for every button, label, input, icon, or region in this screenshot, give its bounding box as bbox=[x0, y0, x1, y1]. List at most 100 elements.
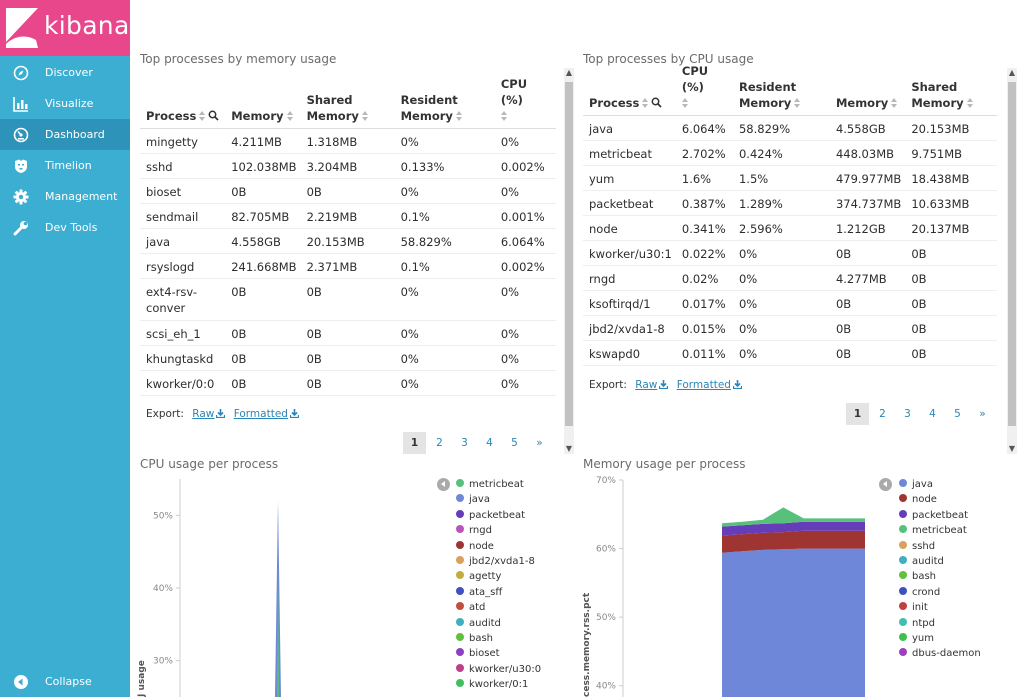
table-cell[interactable]: java bbox=[583, 115, 676, 141]
table-cell[interactable]: sshd bbox=[140, 153, 226, 179]
table-cell: 0B bbox=[905, 315, 997, 341]
table-cell[interactable]: java bbox=[140, 228, 226, 254]
scroll-up-icon[interactable]: ▲ bbox=[565, 68, 573, 77]
nav-item-dev-tools[interactable]: Dev Tools bbox=[0, 212, 130, 243]
export-raw-label: Raw bbox=[635, 379, 658, 391]
scrollbar-cpu-panel[interactable]: ▲ ▼ bbox=[1007, 68, 1017, 454]
legend-item[interactable]: node bbox=[456, 539, 541, 554]
search-icon[interactable] bbox=[208, 110, 219, 121]
legend-item[interactable]: ata_sff bbox=[456, 585, 541, 600]
scrollbar-thumb[interactable] bbox=[1008, 82, 1016, 426]
nav-item-visualize[interactable]: Visualize bbox=[0, 88, 130, 119]
legend-item[interactable]: yum bbox=[899, 631, 981, 646]
page-button[interactable]: 2 bbox=[879, 408, 886, 420]
column-header-shared-memory[interactable]: Shared Memory bbox=[300, 76, 395, 129]
table-cell[interactable]: scsi_eh_1 bbox=[140, 320, 226, 346]
legend-item[interactable]: auditd bbox=[899, 554, 981, 569]
legend-item[interactable]: auditd bbox=[456, 616, 541, 631]
table-cell[interactable]: mingetty bbox=[140, 128, 226, 154]
legend-item[interactable]: packetbeat bbox=[456, 508, 541, 523]
export-formatted-link[interactable]: Formatted bbox=[677, 379, 742, 391]
page-button[interactable]: 1 bbox=[403, 432, 426, 454]
legend-item[interactable]: sshd bbox=[899, 539, 981, 554]
table-cell[interactable]: bioset bbox=[140, 178, 226, 204]
legend-item[interactable]: rngd bbox=[456, 523, 541, 538]
table-cell[interactable]: yum bbox=[583, 165, 676, 191]
export-formatted-link[interactable]: Formatted bbox=[234, 408, 299, 420]
legend-item[interactable]: kworker/0:1 bbox=[456, 677, 541, 692]
page-button[interactable]: 3 bbox=[461, 437, 468, 449]
table-cell[interactable]: ksoftirqd/1 bbox=[583, 290, 676, 316]
export-raw-link[interactable]: Raw bbox=[192, 408, 226, 420]
legend-item[interactable]: dbus-daemon bbox=[899, 646, 981, 661]
export-raw-link[interactable]: Raw bbox=[635, 379, 669, 391]
nav-item-management[interactable]: Management bbox=[0, 181, 130, 212]
table-cell[interactable]: sendmail bbox=[140, 203, 226, 229]
table-cell[interactable]: kworker/0:0 bbox=[140, 370, 226, 396]
table-cell[interactable]: node bbox=[583, 215, 676, 241]
legend-item[interactable]: java bbox=[899, 477, 981, 492]
table-cell[interactable]: rsyslogd bbox=[140, 253, 226, 279]
collapse-button[interactable]: Collapse bbox=[0, 666, 130, 697]
legend-item[interactable]: metricbeat bbox=[456, 477, 541, 492]
scrollbar-thumb[interactable] bbox=[565, 82, 573, 426]
column-header-cpu[interactable]: CPU (%) bbox=[675, 63, 733, 116]
page-button[interactable]: 3 bbox=[904, 408, 911, 420]
series-area-metricbeat[interactable] bbox=[277, 560, 279, 697]
column-header-process[interactable]: Process bbox=[140, 76, 226, 129]
series-area-packetbeat[interactable] bbox=[722, 521, 865, 536]
series-area-metricbeat[interactable] bbox=[722, 507, 865, 527]
page-button[interactable]: 1 bbox=[846, 403, 869, 425]
scroll-down-icon[interactable]: ▼ bbox=[1008, 444, 1016, 453]
legend-item[interactable]: packetbeat bbox=[899, 508, 981, 523]
search-icon[interactable] bbox=[651, 97, 662, 108]
table-cell[interactable]: rngd bbox=[583, 265, 676, 291]
legend-toggle-icon[interactable] bbox=[879, 478, 892, 491]
legend-item[interactable]: bioset bbox=[456, 646, 541, 661]
legend-item[interactable]: ntpd bbox=[899, 616, 981, 631]
legend-item[interactable]: init bbox=[899, 600, 981, 615]
legend-item[interactable]: metricbeat bbox=[899, 523, 981, 538]
page-button[interactable]: 5 bbox=[954, 408, 961, 420]
series-area-node[interactable] bbox=[722, 530, 865, 553]
legend-item[interactable]: bash bbox=[899, 569, 981, 584]
nav-item-timelion[interactable]: Timelion bbox=[0, 150, 130, 181]
legend-item[interactable]: java bbox=[456, 492, 541, 507]
table-cell[interactable]: ext4-rsv-conver bbox=[140, 278, 226, 321]
page-button[interactable]: 5 bbox=[511, 437, 518, 449]
legend-item[interactable]: node bbox=[899, 492, 981, 507]
nav-item-dashboard[interactable]: Dashboard bbox=[0, 119, 130, 150]
table-cell[interactable]: kswapd0 bbox=[583, 340, 676, 366]
column-header-shared-memory[interactable]: Shared Memory bbox=[905, 63, 997, 116]
page-button[interactable]: 2 bbox=[436, 437, 443, 449]
legend-item[interactable]: atd bbox=[456, 600, 541, 615]
table-cell[interactable]: packetbeat bbox=[583, 190, 676, 216]
series-area-java[interactable] bbox=[722, 548, 865, 697]
scrollbar-memory-panel[interactable]: ▲ ▼ bbox=[564, 68, 574, 454]
page-button[interactable]: 4 bbox=[929, 408, 936, 420]
nav-item-discover[interactable]: Discover bbox=[0, 57, 130, 88]
column-header-memory[interactable]: Memory bbox=[829, 63, 906, 116]
column-header-cpu[interactable]: CPU (%) bbox=[494, 76, 556, 129]
legend-item[interactable]: bash bbox=[456, 631, 541, 646]
next-page-button[interactable]: » bbox=[979, 408, 986, 420]
column-header-process[interactable]: Process bbox=[583, 63, 676, 116]
export-bar-memory: Export: Raw Formatted bbox=[146, 408, 299, 420]
scroll-up-icon[interactable]: ▲ bbox=[1008, 68, 1016, 77]
legend-item[interactable]: crond bbox=[899, 585, 981, 600]
legend-toggle-icon[interactable] bbox=[437, 478, 450, 491]
legend-item[interactable]: agetty bbox=[456, 569, 541, 584]
table-cell[interactable]: kworker/u30:1 bbox=[583, 240, 676, 266]
column-header-resident-memory[interactable]: Resident Memory bbox=[732, 63, 830, 116]
next-page-button[interactable]: » bbox=[536, 437, 543, 449]
column-header-resident-memory[interactable]: Resident Memory bbox=[394, 76, 495, 129]
legend-item[interactable]: jbd2/xvda1-8 bbox=[456, 554, 541, 569]
column-header-memory[interactable]: Memory bbox=[225, 76, 301, 129]
table-cell[interactable]: khungtaskd bbox=[140, 345, 226, 371]
legend-item[interactable]: kworker/u30:0 bbox=[456, 662, 541, 677]
scroll-down-icon[interactable]: ▼ bbox=[565, 444, 573, 453]
table-cell[interactable]: metricbeat bbox=[583, 140, 676, 166]
table-cell[interactable]: jbd2/xvda1-8 bbox=[583, 315, 676, 341]
page-button[interactable]: 4 bbox=[486, 437, 493, 449]
kibana-logo[interactable]: kibana bbox=[0, 0, 130, 56]
